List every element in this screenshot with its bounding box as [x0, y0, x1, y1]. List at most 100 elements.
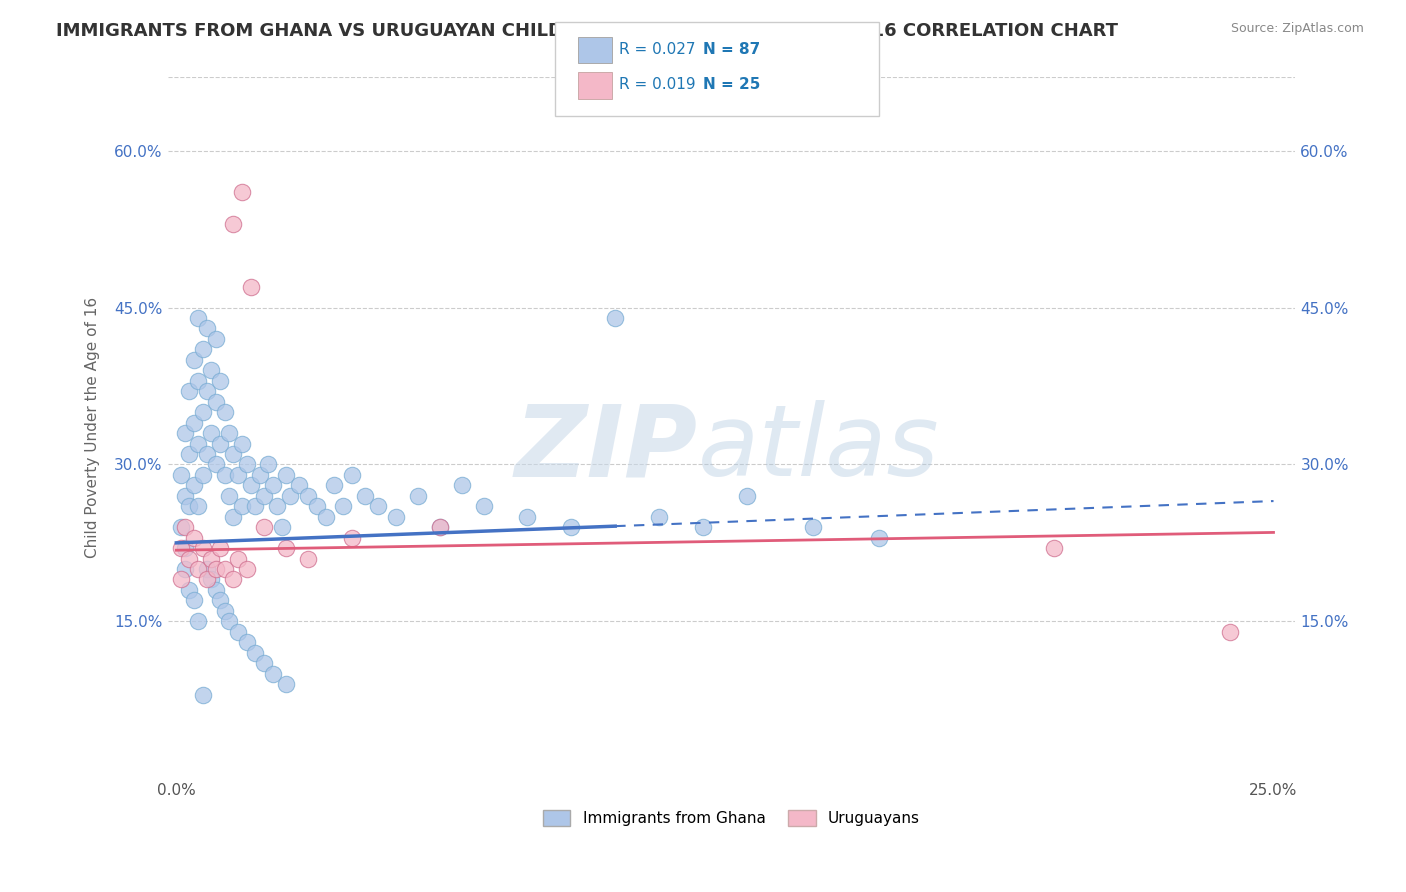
Point [245, 646, 267, 660]
Point [735, 489, 758, 503]
Point [205, 394, 228, 409]
Point [205, 458, 228, 472]
Y-axis label: Child Poverty Under the Age of 16: Child Poverty Under the Age of 16 [86, 297, 100, 558]
Point [209, 541, 232, 555]
Point [187, 374, 209, 388]
Point [179, 384, 201, 399]
Text: IMMIGRANTS FROM GHANA VS URUGUAYAN CHILD POVERTY UNDER THE AGE OF 16 CORRELATION: IMMIGRANTS FROM GHANA VS URUGUAYAN CHILD… [56, 22, 1118, 40]
Point [274, 467, 297, 482]
Point [270, 520, 292, 534]
Point [560, 520, 582, 534]
Point [187, 562, 209, 576]
Point [249, 467, 271, 482]
Point [297, 489, 319, 503]
Point [253, 489, 276, 503]
Point [245, 500, 267, 514]
Point [1043, 541, 1066, 555]
Point [605, 311, 627, 326]
Text: atlas: atlas [697, 401, 939, 498]
Point [305, 500, 328, 514]
Point [340, 467, 363, 482]
Point [187, 311, 209, 326]
Point [280, 489, 302, 503]
Point [191, 541, 214, 555]
Point [226, 467, 249, 482]
Point [472, 500, 495, 514]
Point [235, 458, 257, 472]
Point [183, 593, 205, 607]
Point [179, 447, 201, 461]
Point [406, 489, 429, 503]
Point [297, 551, 319, 566]
Point [274, 677, 297, 691]
Point [200, 363, 222, 377]
Text: R = 0.019: R = 0.019 [619, 78, 695, 92]
Text: ZIP: ZIP [515, 401, 697, 498]
Point [257, 458, 280, 472]
Point [191, 688, 214, 702]
Point [218, 425, 240, 440]
Point [200, 573, 222, 587]
Point [266, 500, 288, 514]
Point [222, 217, 245, 231]
Point [226, 551, 249, 566]
Point [179, 551, 201, 566]
Point [231, 186, 253, 200]
Point [214, 467, 236, 482]
Point [195, 384, 218, 399]
Point [183, 531, 205, 545]
Point [214, 604, 236, 618]
Point [253, 656, 276, 670]
Point [222, 573, 245, 587]
Point [648, 509, 671, 524]
Point [214, 405, 236, 419]
Text: N = 25: N = 25 [703, 78, 761, 92]
Point [205, 332, 228, 346]
Point [183, 478, 205, 492]
Point [205, 582, 228, 597]
Point [1219, 624, 1241, 639]
Point [179, 582, 201, 597]
Point [195, 562, 218, 576]
Point [195, 447, 218, 461]
Point [516, 509, 538, 524]
Point [179, 500, 201, 514]
Point [450, 478, 472, 492]
Text: R = 0.027: R = 0.027 [619, 42, 695, 56]
Point [340, 531, 363, 545]
Point [191, 467, 214, 482]
Point [429, 520, 451, 534]
Point [200, 551, 222, 566]
Point [218, 489, 240, 503]
Point [253, 520, 276, 534]
Point [174, 562, 197, 576]
Point [174, 541, 197, 555]
Point [209, 593, 232, 607]
Point [288, 478, 311, 492]
Point [315, 509, 337, 524]
Point [191, 343, 214, 357]
Point [174, 489, 197, 503]
Point [174, 425, 197, 440]
Point [354, 489, 377, 503]
Point [367, 500, 389, 514]
Point [235, 635, 257, 649]
Point [191, 405, 214, 419]
Point [187, 615, 209, 629]
Point [187, 500, 209, 514]
Point [170, 520, 193, 534]
Point [209, 374, 232, 388]
Point [226, 624, 249, 639]
Point [274, 541, 297, 555]
Point [262, 666, 284, 681]
Point [195, 573, 218, 587]
Point [218, 615, 240, 629]
Point [183, 352, 205, 367]
Point [222, 509, 245, 524]
Point [170, 467, 193, 482]
Point [868, 531, 890, 545]
Point [195, 321, 218, 335]
Text: N = 87: N = 87 [703, 42, 761, 56]
Point [692, 520, 714, 534]
Point [235, 562, 257, 576]
